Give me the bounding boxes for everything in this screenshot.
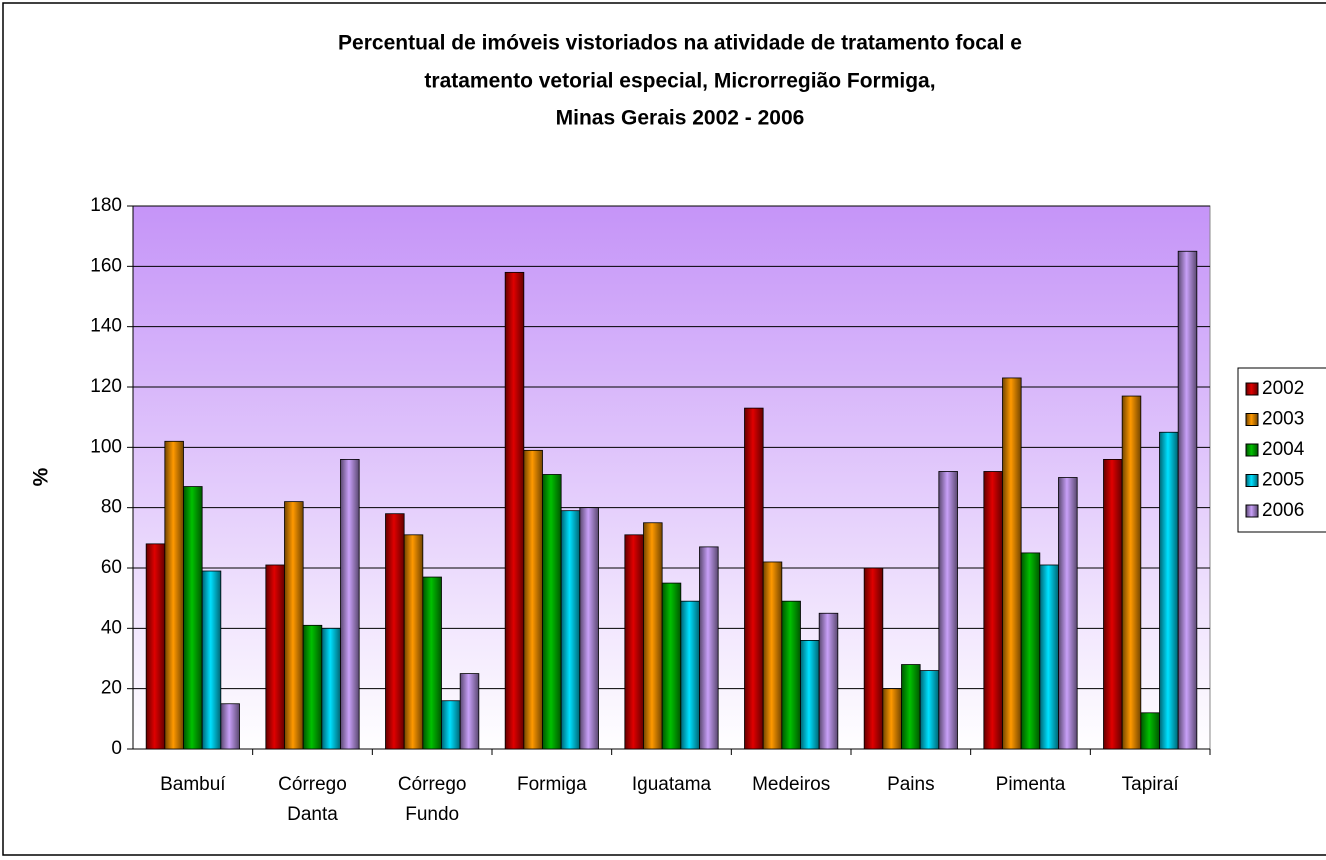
y-tick-label: 140 xyxy=(90,316,122,337)
bar xyxy=(1121,395,1142,750)
legend-label: 2004 xyxy=(1262,439,1305,460)
x-tick-label: Bambuí xyxy=(160,774,226,795)
bar xyxy=(1039,564,1059,750)
bar xyxy=(744,407,764,750)
bar xyxy=(800,640,820,750)
y-tick-label: 160 xyxy=(90,255,122,276)
bar xyxy=(422,576,442,750)
bar xyxy=(441,700,461,750)
y-tick-label: 100 xyxy=(90,436,122,457)
legend-swatch xyxy=(1245,413,1259,426)
bar xyxy=(882,688,902,750)
bar xyxy=(863,567,884,750)
bar xyxy=(183,486,203,750)
legend-swatch xyxy=(1245,504,1259,518)
legend-label: 2002 xyxy=(1262,378,1304,399)
bar xyxy=(385,513,405,750)
bar xyxy=(781,600,801,750)
chart-title: tratamento vetorial especial, Microrregi… xyxy=(424,70,935,93)
x-tick-label: Pimenta xyxy=(996,774,1066,795)
y-tick-label: 40 xyxy=(101,617,122,638)
legend-swatch xyxy=(1245,474,1259,487)
y-axis-label: % xyxy=(30,467,53,486)
legend-swatch xyxy=(1245,382,1259,396)
y-tick-label: 60 xyxy=(101,557,122,578)
bar xyxy=(220,703,240,750)
bar xyxy=(560,510,581,750)
bar xyxy=(321,627,341,750)
x-tick-label: Pains xyxy=(887,774,935,795)
bar xyxy=(919,670,940,750)
y-tick-label: 80 xyxy=(101,497,122,518)
bar xyxy=(818,612,839,750)
legend-label: 2005 xyxy=(1262,470,1304,491)
bar xyxy=(1002,377,1022,750)
y-tick-label: 0 xyxy=(111,738,122,759)
bar xyxy=(201,570,222,750)
legend-label: 2003 xyxy=(1262,409,1304,430)
bar xyxy=(643,522,663,750)
bar xyxy=(1020,552,1041,750)
bar xyxy=(983,471,1003,750)
bar xyxy=(1140,712,1160,750)
bar xyxy=(661,582,682,750)
x-tick-label: Formiga xyxy=(517,774,587,795)
y-tick-label: 120 xyxy=(90,376,122,397)
bar xyxy=(542,474,562,750)
bar xyxy=(403,534,424,750)
bar xyxy=(1159,431,1179,750)
bar xyxy=(901,664,921,750)
bar xyxy=(302,624,323,750)
bar xyxy=(1058,477,1078,750)
bar xyxy=(699,546,719,750)
x-tick-label: Córrego Fundo xyxy=(398,774,467,825)
y-tick-label: 180 xyxy=(90,195,122,216)
bar xyxy=(680,600,700,750)
bar xyxy=(284,501,304,750)
x-tick-label: Medeiros xyxy=(752,774,830,795)
bar xyxy=(340,458,360,750)
bar xyxy=(523,449,543,750)
y-tick-label: 20 xyxy=(101,678,122,699)
legend-label: 2006 xyxy=(1262,500,1304,521)
x-tick-label: Iguatama xyxy=(632,774,712,795)
bar xyxy=(164,440,184,750)
bar xyxy=(504,271,525,750)
bar xyxy=(938,471,958,750)
bar xyxy=(459,673,480,750)
bar xyxy=(265,564,285,750)
chart-title: Minas Gerais 2002 - 2006 xyxy=(556,107,805,130)
chart-title: Percentual de imóveis vistoriados na ati… xyxy=(338,32,1022,55)
bar xyxy=(145,543,166,750)
bar xyxy=(1177,250,1198,750)
x-tick-label: Córrego Danta xyxy=(278,774,347,825)
legend-swatch xyxy=(1245,443,1259,457)
bar xyxy=(579,507,599,750)
bar xyxy=(1103,458,1123,750)
bar xyxy=(624,534,644,750)
bar xyxy=(762,561,783,750)
x-tick-label: Tapiraí xyxy=(1122,774,1180,795)
